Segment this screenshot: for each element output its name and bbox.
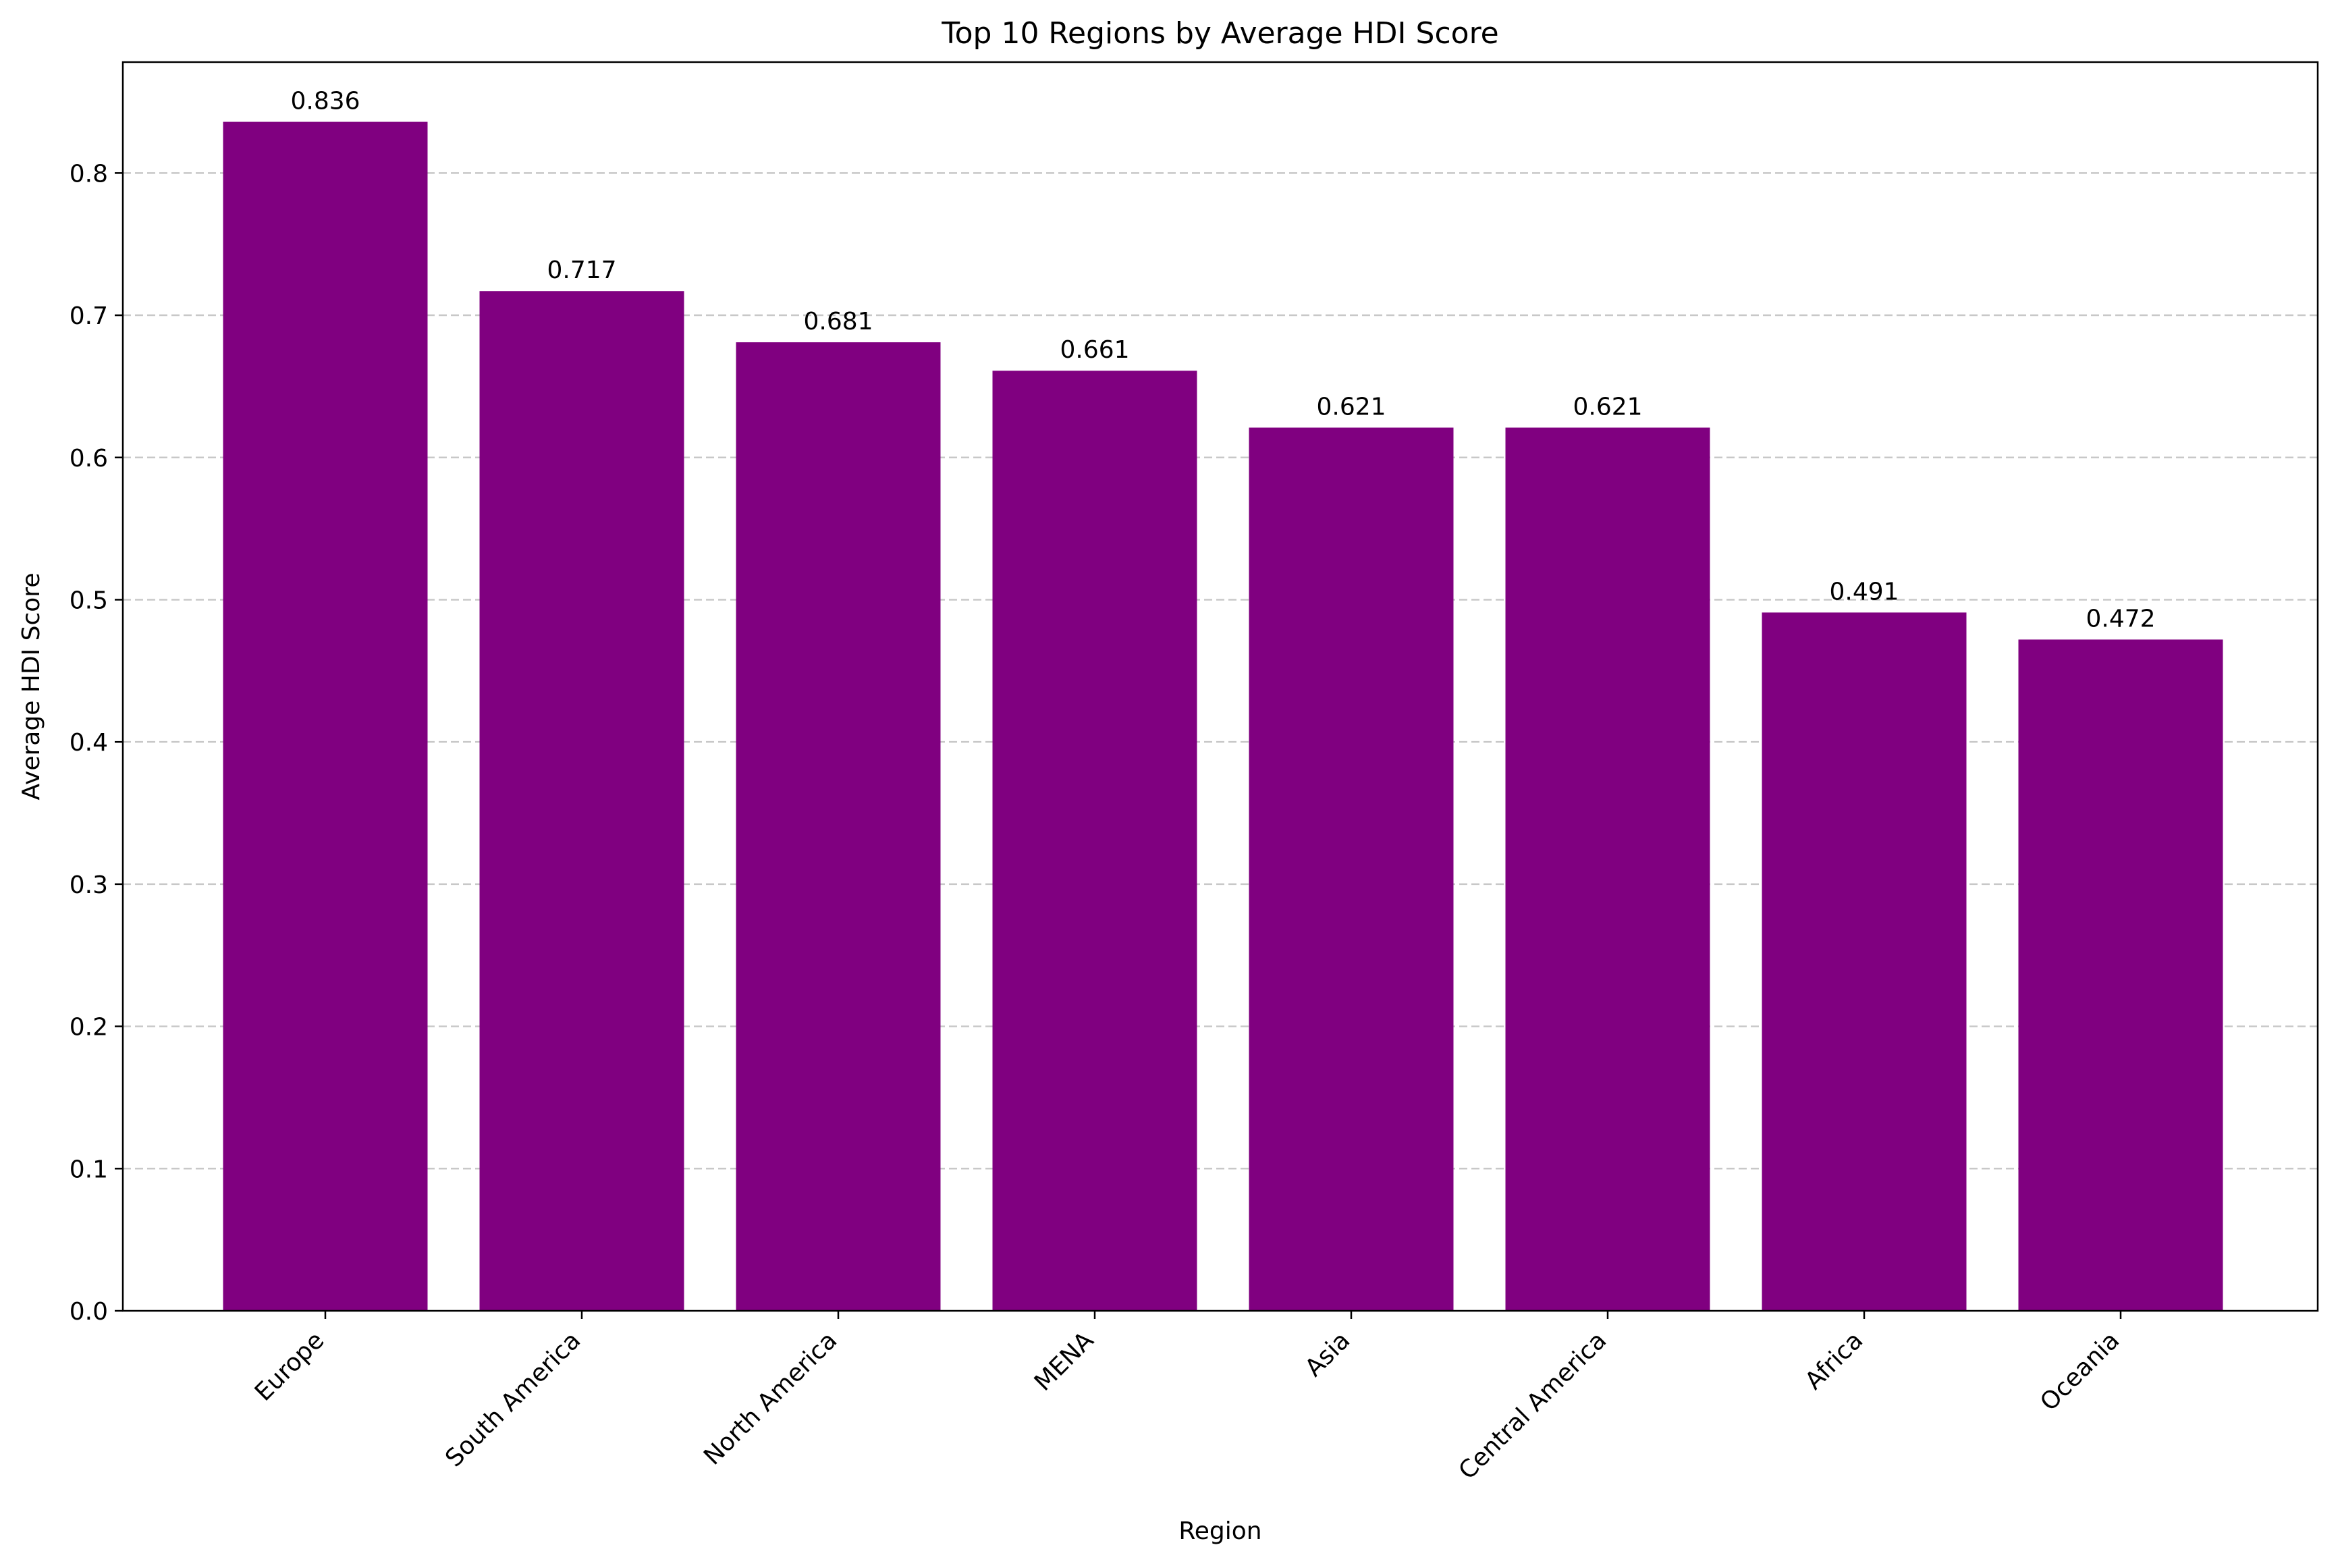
- y-tick-label: 0.8: [70, 160, 108, 188]
- bar: [992, 371, 1197, 1311]
- bar-value-label: 0.621: [1573, 394, 1642, 421]
- bar: [2018, 639, 2223, 1311]
- data-labels: 0.836 0.717 0.681 0.661 0.621 0.621 0.491 0.472: [290, 87, 2155, 632]
- bar: [736, 342, 941, 1312]
- bar: [479, 291, 684, 1311]
- x-axis-label: Region: [1178, 1517, 1261, 1545]
- bar-value-label: 0.661: [1060, 336, 1129, 364]
- y-tick-label: 0.0: [70, 1298, 108, 1326]
- y-tick-label: 0.4: [70, 729, 108, 757]
- bar-value-label: 0.681: [803, 308, 873, 335]
- y-tick-label: 0.5: [70, 587, 108, 614]
- bar-value-label: 0.621: [1316, 394, 1386, 421]
- chart-title: Top 10 Regions by Average HDI Score: [941, 16, 1499, 51]
- y-tick-label: 0.3: [70, 871, 108, 899]
- bar: [1249, 427, 1454, 1311]
- y-tick-label: 0.7: [70, 302, 108, 330]
- y-tick-label: 0.6: [70, 445, 108, 472]
- bar: [1762, 612, 1967, 1311]
- bar-value-label: 0.836: [290, 87, 360, 115]
- bar-value-label: 0.717: [547, 256, 616, 284]
- y-tick-label: 0.2: [70, 1014, 108, 1042]
- y-axis-label: Average HDI Score: [18, 573, 45, 801]
- y-tick-label: 0.1: [70, 1156, 108, 1183]
- plot-frame: [121, 61, 2319, 1312]
- bars: [223, 121, 2223, 1312]
- y-axis-ticks: 0.0 0.1 0.2 0.3 0.4 0.5 0.6 0.7 0.8: [70, 160, 123, 1326]
- bar-value-label: 0.491: [1829, 578, 1899, 605]
- bar: [223, 121, 428, 1311]
- bar: [1505, 427, 1710, 1311]
- bar-value-label: 0.472: [2086, 605, 2155, 632]
